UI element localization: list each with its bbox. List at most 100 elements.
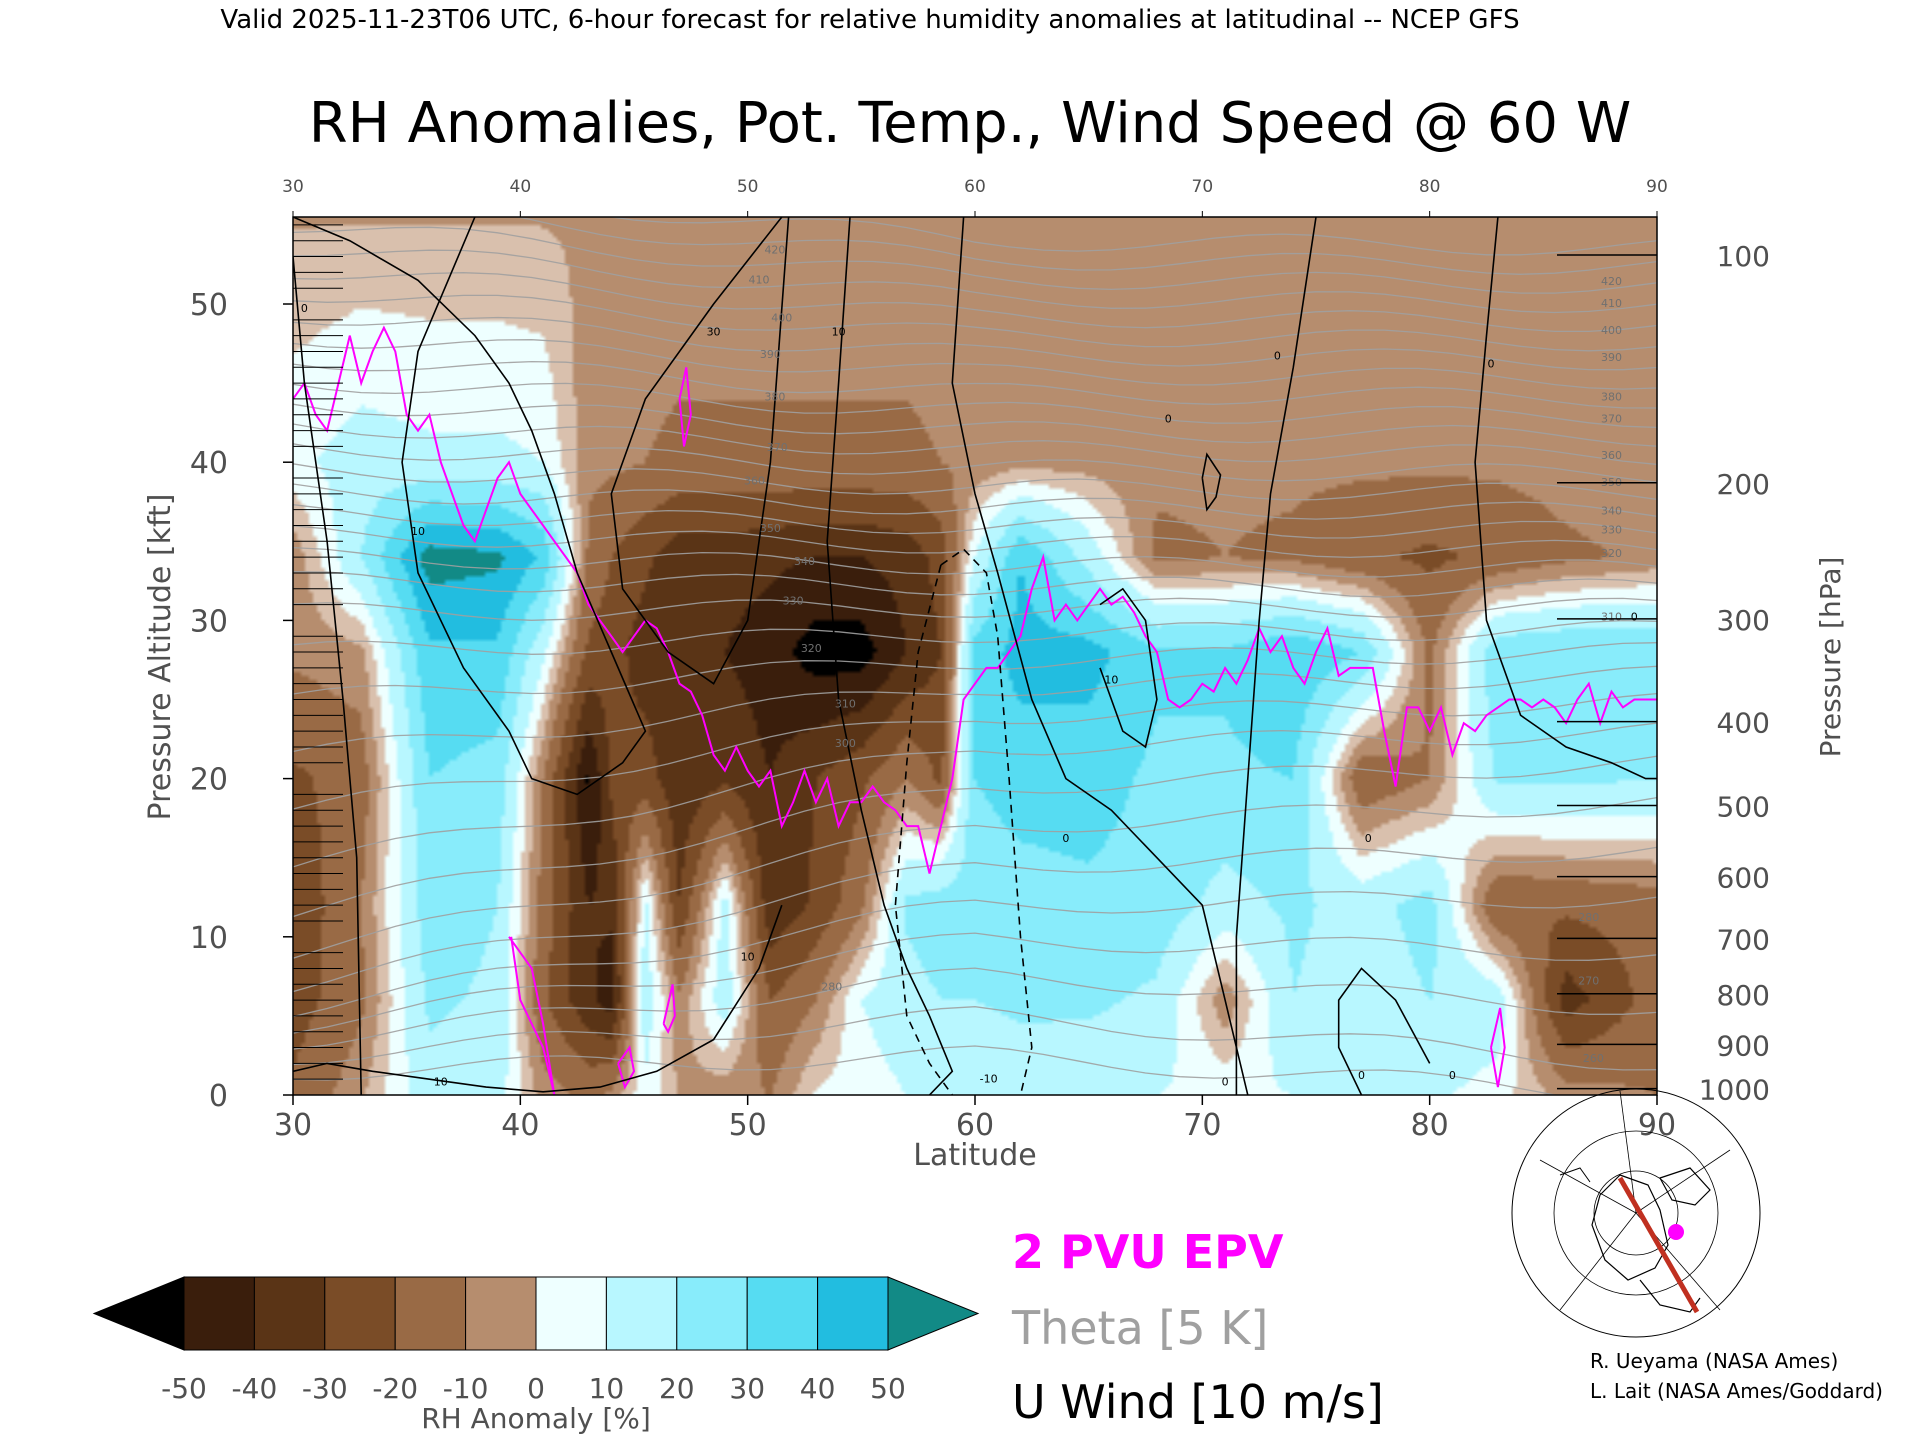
colorbar-tick-label: -10 — [443, 1372, 489, 1405]
pressure-tick-label: 300 — [1717, 604, 1770, 637]
colorbar-tick-label: 10 — [589, 1372, 625, 1405]
theta-label: 410 — [1601, 297, 1622, 310]
x-tick-label: 60 — [956, 1108, 994, 1143]
legend-uwind: U Wind [10 m/s] — [1012, 1375, 1384, 1429]
theta-isentrope-315 — [293, 642, 1657, 695]
theta-isentrope-265 — [293, 1006, 1657, 1071]
theta-label: 280 — [1578, 911, 1599, 924]
colorbar-under-arrow — [92, 1276, 185, 1351]
epv-contour-1 — [508, 936, 556, 1095]
u-wind-label: 10 — [1104, 674, 1118, 687]
colorbar-tick-label: -50 — [161, 1372, 207, 1405]
x-top-tick-label: 40 — [510, 177, 532, 197]
theta-isentrope-390 — [293, 316, 1657, 371]
theta-isentrope-420 — [607, 217, 1657, 256]
theta-isentrope-400 — [293, 272, 1657, 333]
colorbar-bin — [183, 1276, 255, 1351]
chart-title: RH Anomalies, Pot. Temp., Wind Speed @ 6… — [309, 91, 1631, 156]
theta-label: 420 — [764, 243, 785, 256]
u-wind-label: 0 — [1488, 357, 1495, 370]
legend-epv: 2 PVU EPV — [1012, 1225, 1284, 1279]
colorbar-tick-label: 40 — [800, 1372, 836, 1405]
theta-label: 330 — [1601, 523, 1622, 536]
theta-isentrope-355 — [293, 463, 1657, 501]
contour-labels: 2803003103203303403503603703803904004104… — [301, 243, 1638, 1088]
theta-label: 400 — [771, 311, 792, 324]
pressure-tick-label: 900 — [1717, 1029, 1770, 1062]
colorbar-bin — [394, 1276, 467, 1351]
theta-isentrope-270 — [293, 967, 1657, 1050]
u-wind-contour-9 — [1201, 452, 1222, 512]
theta-isentrope-300 — [293, 722, 1657, 868]
u-wind-label: 0 — [1222, 1076, 1229, 1089]
colorbar-tick-label: -20 — [372, 1372, 418, 1405]
pressure-tick-label: 700 — [1717, 923, 1770, 956]
epv-contour-4 — [662, 984, 676, 1034]
theta-isentrope-275 — [293, 932, 1657, 1034]
colorbar: -50 -40 -30 -20 -10 0 10 20 30 40 50 RH Anomaly [%… — [92, 1276, 980, 1435]
x-tick-label: 40 — [501, 1108, 539, 1143]
theta-isentrope-380 — [293, 360, 1657, 409]
colorbar-label: RH Anomaly [%] — [421, 1402, 651, 1435]
theta-isentrope-330 — [293, 570, 1657, 598]
u-wind-contour-1 — [293, 217, 647, 796]
x-tick-label: 90 — [1638, 1108, 1676, 1143]
y-axis-label: Pressure Altitude [kft] — [143, 494, 178, 821]
epv-2pvu-contours — [293, 325, 1657, 1095]
y-tick-label: 50 — [190, 288, 228, 323]
u-wind-contour-12 — [894, 564, 953, 1095]
theta-isentrope-360 — [293, 443, 1657, 483]
theta-label: 380 — [764, 391, 785, 404]
u-wind-contour-7 — [1337, 967, 1431, 1095]
colorbar-bin — [465, 1276, 537, 1351]
theta-isentrope-410 — [293, 226, 1657, 294]
x-tick-label: 80 — [1411, 1108, 1449, 1143]
theta-isentrope-305 — [293, 692, 1657, 810]
colorbar-over-arrow — [887, 1276, 980, 1351]
y-tick-label: 40 — [190, 446, 228, 481]
theta-label: 370 — [767, 441, 788, 454]
theta-isentrope-260 — [293, 1045, 1561, 1095]
credit-line-1: R. Ueyama (NASA Ames) — [1590, 1349, 1838, 1373]
theta-label: 340 — [1601, 504, 1622, 517]
plot-area: 2803003103203303403503603703803904004104… — [292, 216, 1658, 1096]
y-tick-label: 0 — [209, 1079, 228, 1114]
u-wind-label: 0 — [1358, 1069, 1365, 1082]
y-tick-label: 30 — [190, 604, 228, 639]
epv-contour-0 — [293, 325, 1657, 874]
theta-label: 340 — [794, 555, 815, 568]
theta-label: 320 — [1601, 547, 1622, 560]
u-wind-contour-4 — [951, 217, 1249, 1095]
u-wind-label: 30 — [707, 326, 721, 339]
u-wind-label: 0 — [1274, 349, 1281, 362]
u-wind-contours — [293, 217, 1657, 1095]
theta-isentrope-340 — [293, 525, 1657, 559]
pressure-tick-label: 1000 — [1699, 1074, 1770, 1107]
u-wind-contour-0 — [293, 256, 362, 1095]
theta-label: 330 — [783, 595, 804, 608]
pressure-tick-label: 600 — [1717, 862, 1770, 895]
u-wind-label: 0 — [301, 302, 308, 315]
map-inset — [1511, 1088, 1761, 1338]
colorbar-tick-label: 30 — [729, 1372, 765, 1405]
credit-line-2: L. Lait (NASA Ames/Goddard) — [1590, 1379, 1883, 1403]
theta-isentrope-335 — [293, 546, 1657, 578]
theta-label: 260 — [1583, 1052, 1604, 1065]
theta-label: 360 — [1601, 449, 1622, 462]
epv-contour-2 — [678, 367, 692, 447]
theta-isentrope-295 — [293, 755, 1657, 918]
colorbar-bin — [605, 1276, 678, 1351]
colorbar-tick-label: -30 — [302, 1372, 348, 1405]
theta-label: 390 — [1601, 351, 1622, 364]
x-top-tick-label: 80 — [1419, 177, 1441, 197]
y-tick-label: 20 — [190, 763, 228, 798]
x-top-tick-label: 30 — [282, 177, 304, 197]
u-wind-label: -10 — [980, 1072, 998, 1085]
theta-isentrope-405 — [293, 249, 1657, 314]
theta-isentrope-350 — [293, 483, 1657, 520]
pressure-tick-label: 200 — [1717, 468, 1770, 501]
colorbar-bin — [324, 1276, 396, 1351]
theta-isentrope-385 — [293, 339, 1657, 390]
u-wind-contour-11 — [940, 548, 1033, 1095]
x-tick-label: 30 — [274, 1108, 312, 1143]
